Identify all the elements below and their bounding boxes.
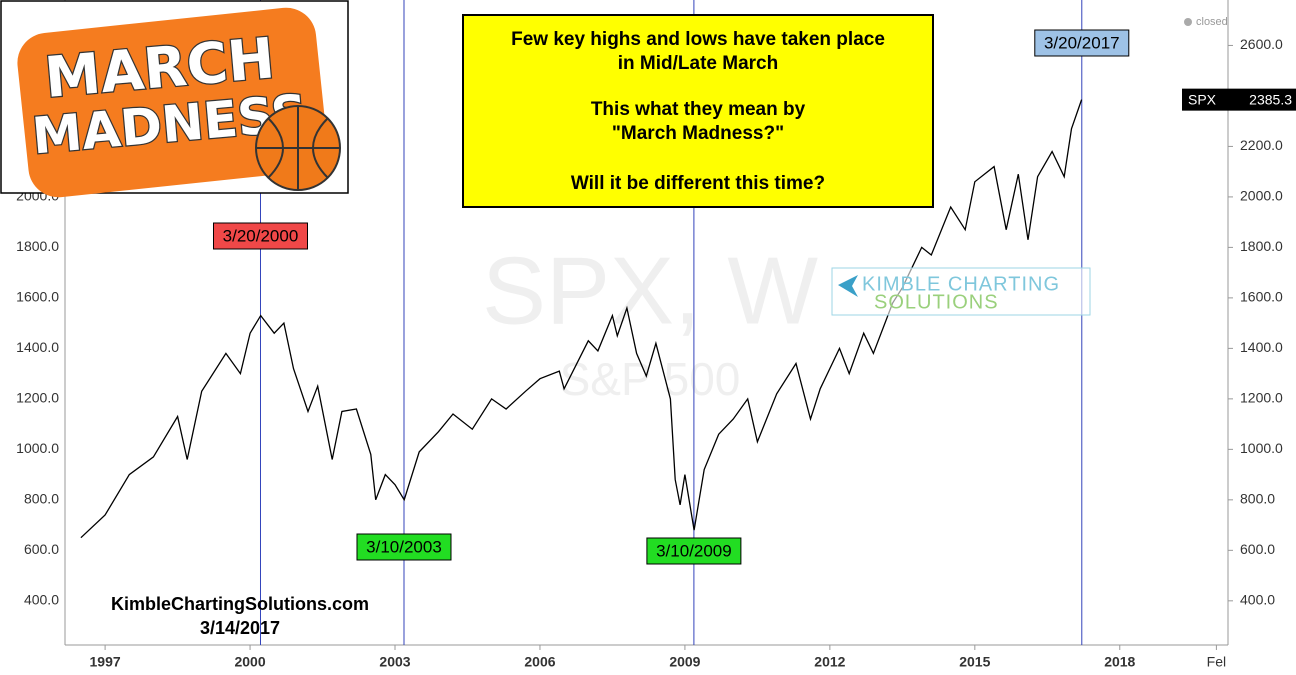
callout-line: Few key highs and lows have taken place xyxy=(511,29,885,50)
brand-line: KIMBLE CHARTING xyxy=(862,273,1060,295)
x-tick-label: 2009 xyxy=(669,654,700,670)
y-tick-label: 800.0 xyxy=(1240,491,1275,507)
callout-line: "March Madness?" xyxy=(612,123,784,144)
callout-box xyxy=(462,14,934,208)
x-tick-label: 2018 xyxy=(1104,654,1135,670)
x-tick-label: 2000 xyxy=(234,654,265,670)
marker-label-box xyxy=(212,222,308,250)
y-tick-label: 400.0 xyxy=(24,592,59,608)
y-tick-label: 1200.0 xyxy=(1240,390,1283,406)
logo-badge xyxy=(17,7,328,198)
x-tick-label: Fel xyxy=(1207,654,1226,670)
y-tick-label: 400.0 xyxy=(1240,592,1275,608)
brand-line: SOLUTIONS xyxy=(874,291,999,313)
y-tick-label: 1600.0 xyxy=(16,289,59,305)
x-tick-label: 2012 xyxy=(814,654,845,670)
x-tick-label: 2006 xyxy=(524,654,555,670)
y-tick-label: 1800.0 xyxy=(1240,238,1283,254)
status: closed xyxy=(1196,16,1228,28)
footer-line: 3/14/2017 xyxy=(200,618,280,638)
watermark-name: S&P 500 xyxy=(560,353,741,405)
brand-icon xyxy=(838,275,858,297)
y-tick-label: 600.0 xyxy=(24,541,59,557)
y-tick-label: 1600.0 xyxy=(1240,289,1283,305)
last-value-box xyxy=(1182,88,1296,111)
callout-line: This what they mean by xyxy=(591,99,806,120)
x-tick-label: 1997 xyxy=(90,654,121,670)
y-tick-label: 1400.0 xyxy=(1240,339,1283,355)
y-tick-label: 1000.0 xyxy=(16,440,59,456)
y-tick-label: 1000.0 xyxy=(1240,440,1283,456)
x-tick-label: 2003 xyxy=(379,654,410,670)
y-tick-label: 1800.0 xyxy=(16,238,59,254)
marker-label: 3/20/2017 xyxy=(1044,33,1120,52)
brand-box xyxy=(831,267,1091,316)
y-tick-label: 2200.0 xyxy=(1240,137,1283,153)
callout-line: Will it be different this time? xyxy=(571,173,825,194)
status-dot xyxy=(1184,18,1192,26)
y-tick-label: 1400.0 xyxy=(16,339,59,355)
y-tick-label: 1200.0 xyxy=(16,390,59,406)
y-tick-label: 2600.0 xyxy=(1240,36,1283,52)
watermark-symbol: SPX, W xyxy=(482,237,818,344)
marker-label-box xyxy=(646,537,742,565)
marker-label: 3/10/2009 xyxy=(656,541,732,560)
last-value-name: SPX xyxy=(1188,91,1217,107)
x-tick-label: 2015 xyxy=(959,654,990,670)
footer-line: KimbleChartingSolutions.com xyxy=(111,594,369,614)
callout-line: in Mid/Late March xyxy=(618,53,778,74)
price-line xyxy=(80,99,1083,539)
last-value: 2385.3 xyxy=(1249,91,1292,107)
marker-label: 3/10/2003 xyxy=(366,537,442,556)
marker-label: 3/20/2000 xyxy=(223,226,299,245)
y-tick-label: 2000.0 xyxy=(1240,188,1283,204)
y-tick-label: 800.0 xyxy=(24,491,59,507)
marker-label-box xyxy=(356,533,452,561)
logo-ball-lines xyxy=(256,106,340,190)
y-tick-label: 600.0 xyxy=(1240,541,1275,557)
marker-label-box xyxy=(1034,29,1130,57)
